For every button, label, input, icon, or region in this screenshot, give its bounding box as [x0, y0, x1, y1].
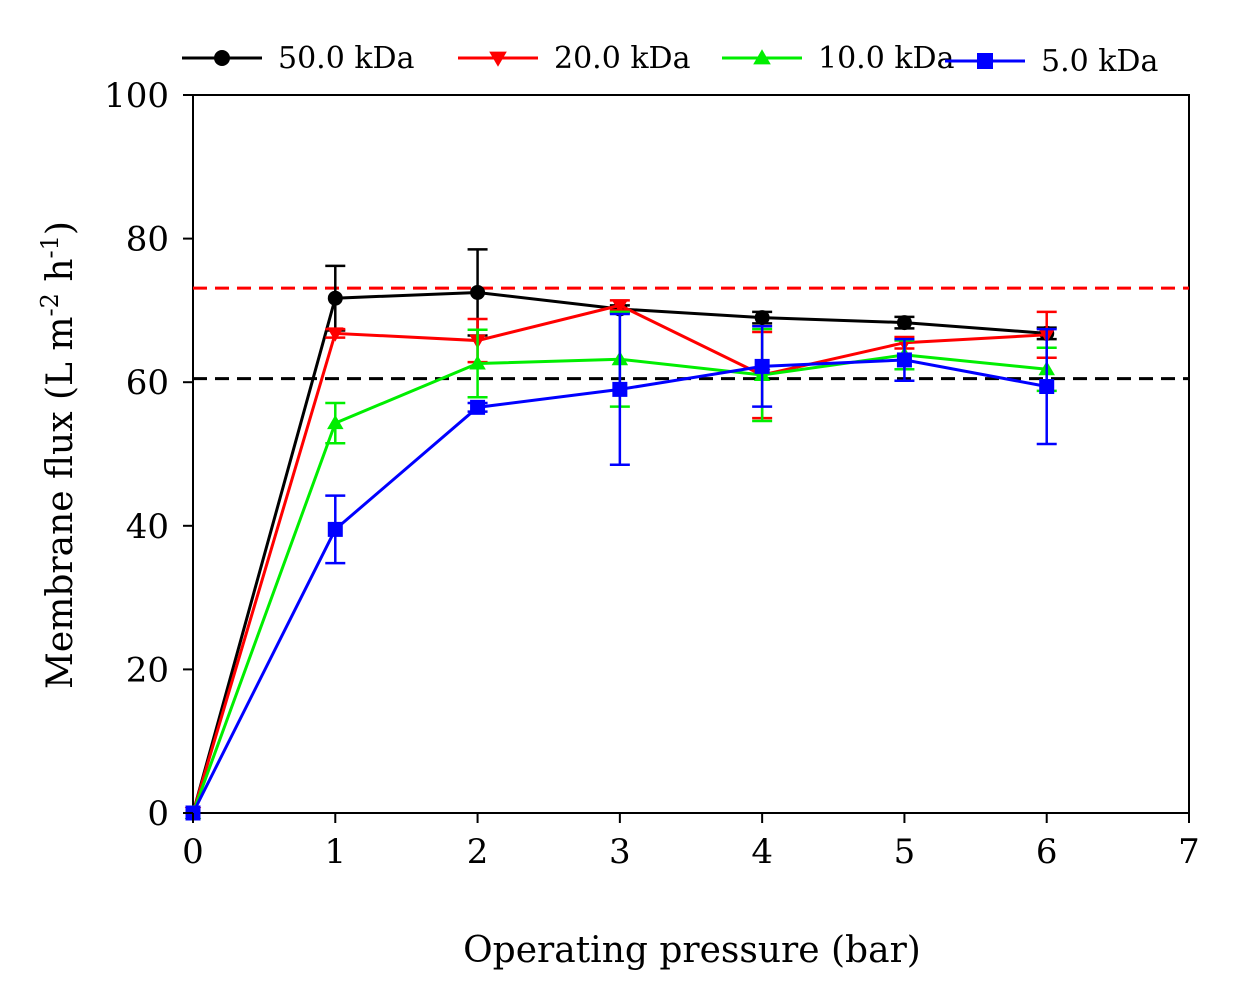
legend-label: 20.0 kDa: [554, 41, 691, 76]
legend: 50.0 kDa 20.0 kDa 10.0 kDa 5.0 kDa: [182, 41, 1158, 79]
axes-layer: 0 1 2 3 4 5 6 7 0 20 40 60 80 100: [104, 76, 1200, 872]
y-axis-title-end: ): [40, 221, 81, 235]
data-point: [896, 315, 912, 331]
y-axis-title-main: Membrane flux (L m: [40, 317, 81, 689]
x-tick-label: 4: [751, 832, 773, 872]
legend-marker: [489, 51, 507, 67]
x-tick-label: 6: [1036, 832, 1058, 872]
legend-label: 10.0 kDa: [818, 41, 955, 76]
data-point: [327, 290, 343, 306]
data-point: [470, 399, 486, 415]
x-tick-label: 3: [609, 832, 631, 872]
data-point: [327, 414, 344, 430]
x-tick-label: 7: [1178, 832, 1200, 872]
series-layer: [184, 248, 1057, 822]
legend-marker: [977, 53, 993, 69]
y-axis-title-sup2: -1: [36, 235, 64, 258]
x-axis-title: Operating pressure (bar): [463, 930, 921, 971]
legend-item: 20.0 kDa: [458, 41, 691, 76]
y-tick-label: 0: [147, 794, 169, 834]
legend-marker: [753, 49, 771, 65]
y-tick-label: 40: [126, 507, 169, 547]
x-tick-label: 2: [467, 832, 489, 872]
legend-marker: [214, 50, 230, 66]
y-axis-title: Membrane flux (L m-2 h-1): [36, 221, 81, 689]
data-point: [470, 284, 486, 300]
x-tick-label: 0: [182, 832, 204, 872]
legend-item: 10.0 kDa: [722, 41, 955, 76]
data-point: [896, 352, 912, 368]
plot-area-border: [192, 94, 1190, 814]
data-point: [754, 358, 770, 374]
data-point: [327, 327, 344, 342]
data-point: [612, 381, 628, 397]
y-tick-label: 80: [126, 220, 169, 260]
y-tick-label: 100: [104, 76, 169, 116]
legend-label: 50.0 kDa: [278, 41, 415, 76]
y-axis-title-mid: h: [40, 258, 81, 293]
plot-frame: [192, 94, 1190, 814]
y-axis-title-sup1: -2: [36, 293, 64, 316]
legend-item: 50.0 kDa: [182, 41, 415, 76]
data-point: [611, 299, 629, 314]
legend-label: 5.0 kDa: [1041, 44, 1158, 79]
x-tick-label: 5: [894, 832, 916, 872]
x-tick-label: 1: [324, 832, 346, 872]
data-point: [327, 521, 343, 537]
legend-item: 5.0 kDa: [945, 44, 1158, 79]
series-5-0-kda: [185, 312, 1057, 821]
data-point: [469, 355, 486, 370]
y-tick-label: 20: [126, 650, 169, 690]
data-point: [754, 310, 770, 326]
y-tick-label: 60: [126, 363, 169, 403]
data-point: [1039, 379, 1055, 395]
